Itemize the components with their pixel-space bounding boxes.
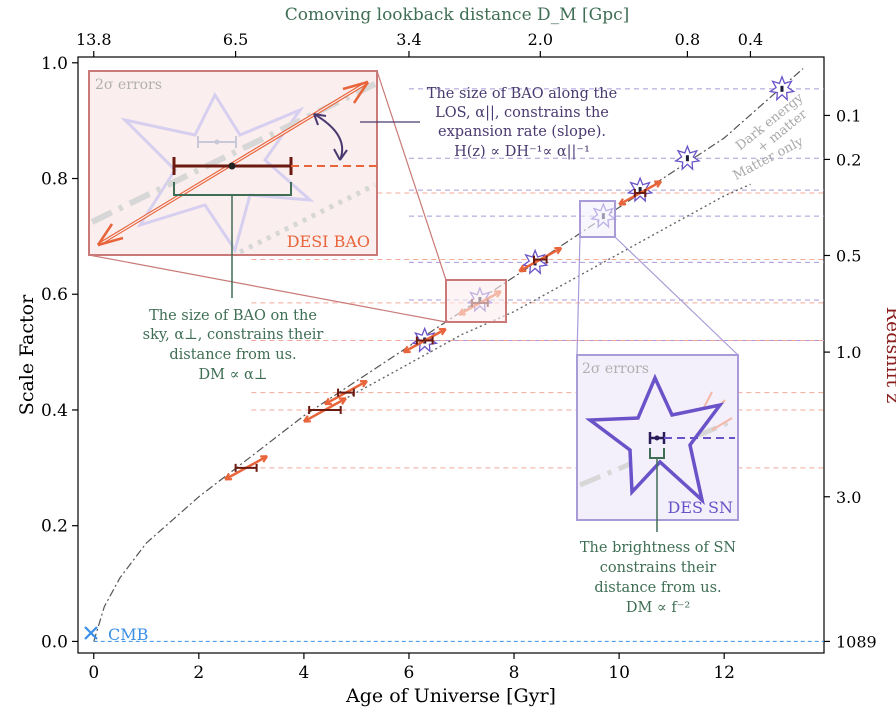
cmb-label: CMB <box>108 625 148 644</box>
x-tick-label: 8 <box>509 663 520 683</box>
sn-inset-label: DES SN <box>667 498 733 517</box>
sn-point <box>685 155 689 162</box>
right-tick-label: 0.1 <box>836 106 861 125</box>
y-tick-label: 0.0 <box>41 632 68 652</box>
sn-point <box>638 187 642 194</box>
y-tick-label: 0.6 <box>41 285 68 305</box>
bao-inset-label: DESI BAO <box>287 232 370 251</box>
x-axis-label: Age of Universe [Gyr] <box>345 685 556 707</box>
axis-ticks: 0 2 4 6 8 10 12 0.0 0.2 0.4 0.6 0.8 1.0 13.8 6.5 3.4 2.0… <box>41 30 877 683</box>
top-tick-label: 0.4 <box>738 30 763 49</box>
right-tick-label: 0.5 <box>836 246 861 265</box>
svg-text:distance from us.: distance from us. <box>594 580 721 596</box>
top-axis-label: Comoving lookback distance D_M [Gpc] <box>285 5 629 25</box>
y-tick-label: 0.4 <box>41 401 68 421</box>
bao-arrow-head <box>359 379 368 388</box>
sn-zoom-box <box>579 200 616 238</box>
x-tick-label: 0 <box>88 663 99 683</box>
svg-text:expansion rate (slope).: expansion rate (slope). <box>438 124 606 140</box>
x-tick-label: 4 <box>298 663 309 683</box>
svg-text:LOS, α||, constrains the: LOS, α||, constrains the <box>435 105 609 121</box>
plot-frame <box>77 56 825 654</box>
right-tick-label: 0.2 <box>836 150 861 169</box>
bao-arrow-head <box>260 455 269 463</box>
right-tick-label: 1.0 <box>836 343 861 362</box>
top-tick-label: 0.8 <box>675 30 700 49</box>
right-tick-label: 1089 <box>836 632 877 651</box>
sky-annotation: The size of BAO on the sky, α⊥, constrai… <box>143 308 324 383</box>
bao-arrow-tail <box>618 198 627 206</box>
svg-text:The size of BAO on the: The size of BAO on the <box>149 308 317 324</box>
bao-arrow-head <box>554 246 563 255</box>
bao-arrow-head <box>438 327 447 336</box>
x-tick-label: 10 <box>608 663 630 683</box>
bao-arrow-tail <box>224 472 233 481</box>
top-tick-label: 13.8 <box>76 30 112 49</box>
y-tick-label: 1.0 <box>41 54 68 74</box>
bao-zoom-box <box>445 279 507 323</box>
svg-text:H(z) ∝ DH⁻¹∝ α||⁻¹: H(z) ∝ DH⁻¹∝ α||⁻¹ <box>454 144 590 160</box>
top-tick-label: 3.4 <box>396 30 421 49</box>
svg-text:The brightness of SN: The brightness of SN <box>580 540 737 556</box>
top-tick-label: 6.5 <box>223 30 248 49</box>
bao-arrow-tail <box>302 415 311 423</box>
y-tick-label: 0.2 <box>41 517 68 537</box>
sn-inset-errors-label: 2σ errors <box>582 361 649 377</box>
bao-arrow-tail <box>518 264 527 273</box>
svg-text:distance from us.: distance from us. <box>169 347 296 363</box>
svg-text:sky, α⊥, constrains their: sky, α⊥, constrains their <box>143 327 324 343</box>
bao-inset: 2σ errors DESI BAO <box>88 70 447 323</box>
y-tick-label: 0.8 <box>41 170 68 190</box>
bao-arrow-tail <box>323 397 332 406</box>
svg-text:DM ∝ f⁻²: DM ∝ f⁻² <box>626 600 690 616</box>
bao-arrow-head <box>338 397 347 405</box>
y-axis-label: Scale Factor <box>16 294 38 415</box>
x-tick-label: 2 <box>193 663 204 683</box>
bao-arrow-tail <box>402 345 411 354</box>
los-annotation: The size of BAO along the LOS, α||, cons… <box>427 86 617 160</box>
svg-text:DM ∝ α⊥: DM ∝ α⊥ <box>199 367 268 383</box>
sn-inset: 2σ errors DES SN <box>576 236 739 532</box>
faded-star-icon <box>120 91 315 254</box>
svg-text:The size of BAO along the: The size of BAO along the <box>427 86 617 102</box>
top-tick-label: 2.0 <box>528 30 553 49</box>
sn-annotation: The brightness of SN constrains their di… <box>580 540 737 616</box>
svg-text:constrains their: constrains their <box>600 560 716 576</box>
cmb-marker <box>84 626 98 640</box>
x-tick-label: 6 <box>404 663 415 683</box>
sn-point <box>780 85 784 92</box>
x-tick-label: 12 <box>713 663 735 683</box>
bao-arrow-head <box>654 180 663 188</box>
right-tick-label: 3.0 <box>836 488 861 507</box>
bao-inset-errors-label: 2σ errors <box>95 77 162 93</box>
right-axis-label: Redshift z <box>882 307 896 404</box>
